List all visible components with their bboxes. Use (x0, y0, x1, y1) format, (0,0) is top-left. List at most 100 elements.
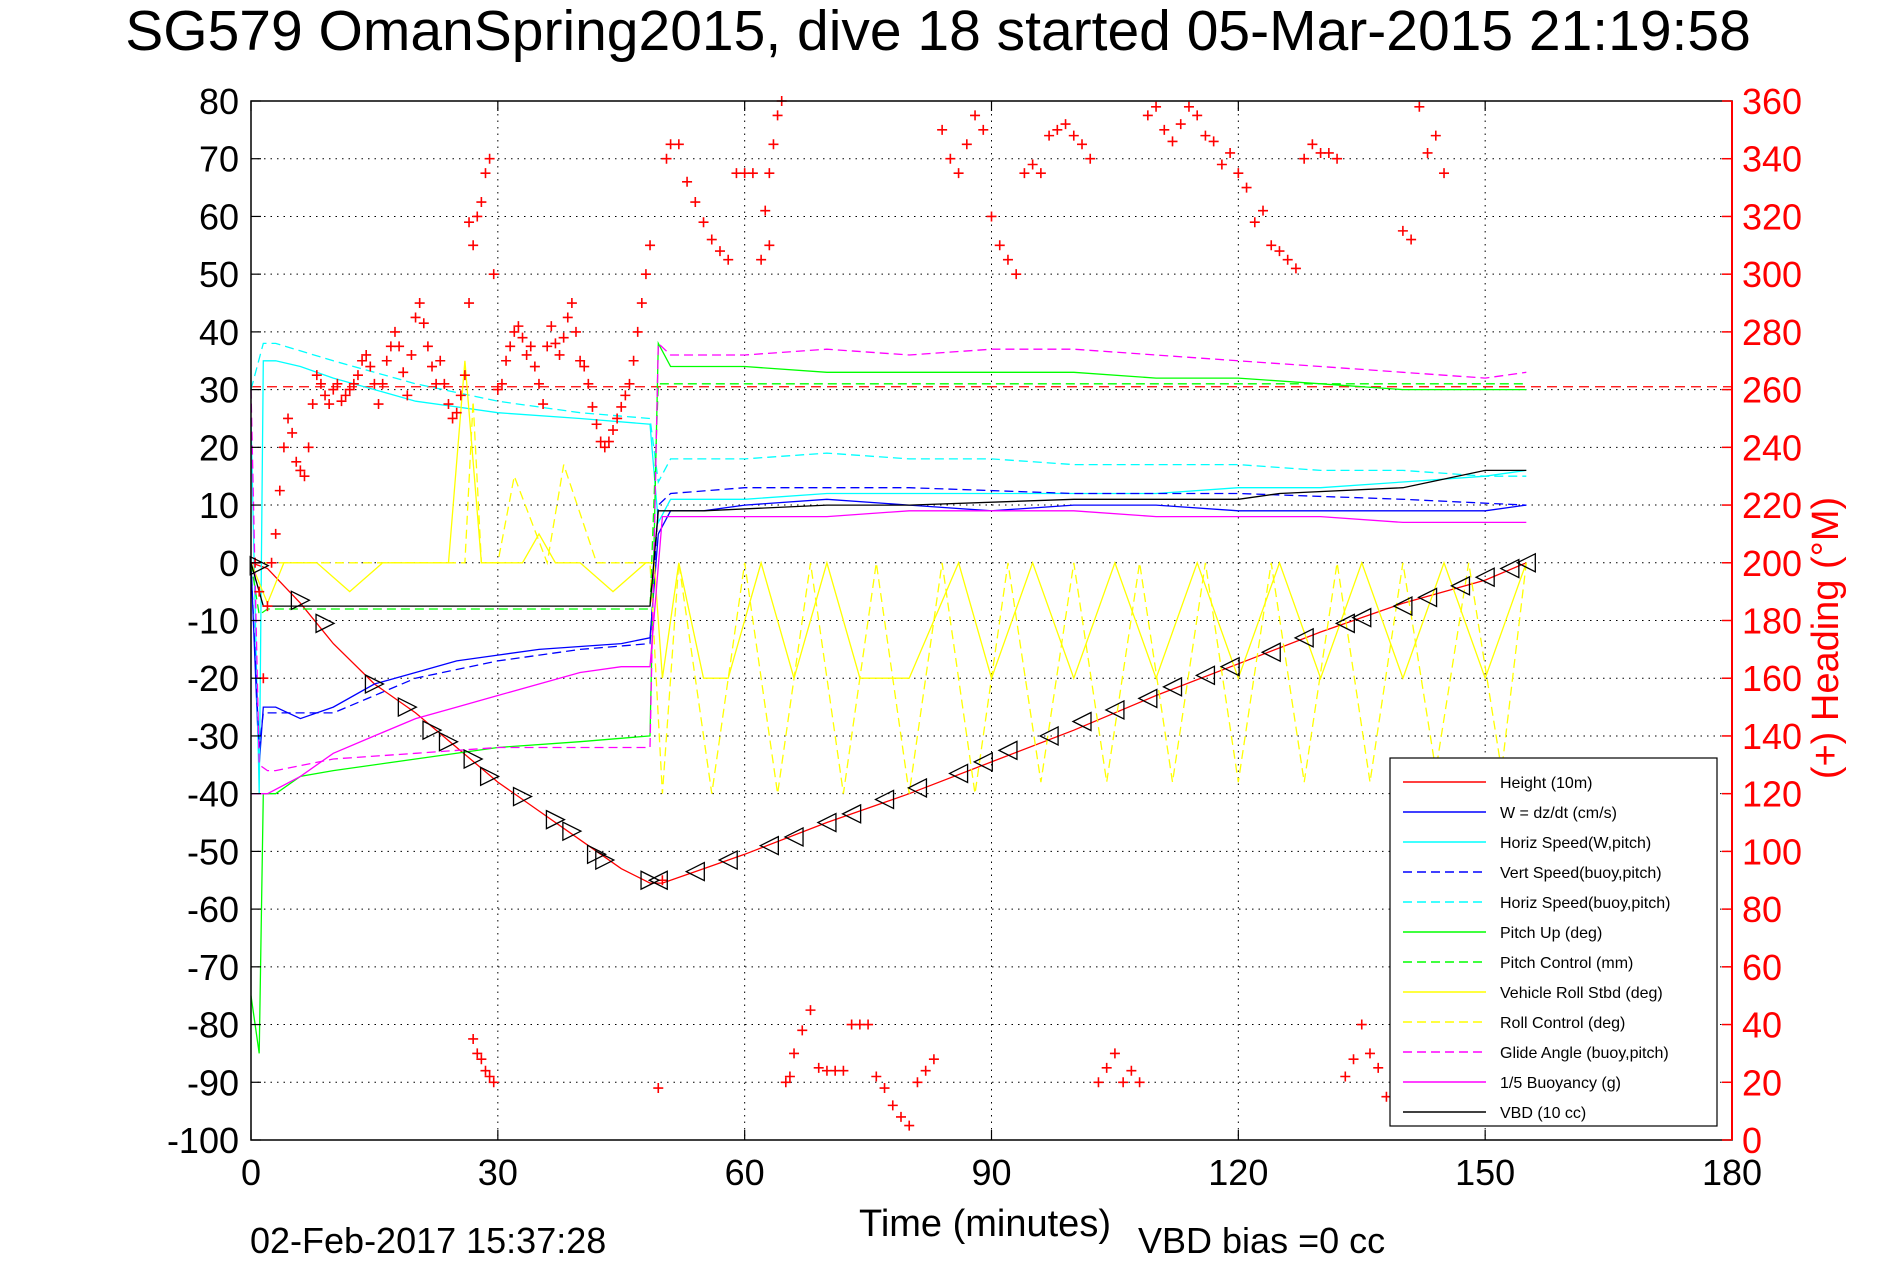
heading-point (1439, 168, 1450, 179)
heading-point (1225, 147, 1236, 158)
heading-point (661, 153, 672, 164)
y-tick-label: 60 (199, 196, 239, 237)
heading-point (492, 384, 503, 395)
heading-point (1044, 130, 1055, 141)
heading-point (1109, 1048, 1120, 1059)
heading-point (262, 601, 273, 612)
heading-point (579, 361, 590, 372)
heading-point (575, 355, 586, 366)
heading-point (455, 390, 466, 401)
dive-marker (1162, 676, 1183, 697)
heading-point (525, 341, 536, 352)
heading-point (1077, 139, 1088, 150)
series-pitch-up-deg (250, 340, 1527, 1054)
dive-marker (1071, 711, 1092, 732)
heading-point (994, 240, 1005, 251)
heading-point (1241, 182, 1252, 193)
right-y-tick-label: 120 (1742, 774, 1802, 815)
y-tick-label: -80 (187, 1005, 239, 1046)
legend-label: 1/5 Buoyancy (g) (1500, 1075, 1621, 1092)
heading-point (620, 390, 631, 401)
dive-marker (364, 673, 385, 695)
heading-point (772, 110, 783, 121)
y-tick-label: -20 (187, 658, 239, 699)
heading-point (1068, 130, 1079, 141)
heading-point (291, 456, 302, 467)
heading-point (472, 1048, 483, 1059)
heading-point (1175, 119, 1186, 130)
y-tick-label: 80 (199, 81, 239, 122)
y-tick-label: -90 (187, 1062, 239, 1103)
y-tick-label: -30 (187, 716, 239, 757)
heading-point (714, 246, 725, 257)
heading-point (1373, 1062, 1384, 1073)
heading-point (1142, 110, 1153, 121)
dive-marker (647, 870, 668, 891)
x-tick-label: 90 (971, 1152, 1011, 1193)
heading-point (496, 378, 507, 389)
heading-point (961, 139, 972, 150)
heading-point (320, 390, 331, 401)
heading-point (472, 211, 483, 222)
right-y-tick-label: 140 (1742, 716, 1802, 757)
heading-point (599, 442, 610, 453)
heading-point (863, 1019, 874, 1030)
heading-point (566, 298, 577, 309)
heading-point (1208, 136, 1219, 147)
heading-point (978, 124, 989, 135)
heading-point (274, 485, 285, 496)
y-tick-label: -100 (167, 1120, 239, 1161)
dive-marker (684, 861, 705, 882)
heading-point (747, 168, 758, 179)
heading-point (389, 326, 400, 337)
heading-point (484, 1071, 495, 1082)
heading-point (295, 465, 306, 476)
heading-point (1274, 246, 1285, 257)
heading-point (764, 240, 775, 251)
dive-marker (595, 849, 616, 871)
heading-point (784, 1071, 795, 1082)
legend-items: Height (10m) W = dz/dt (cm/s) Horiz Speed(… (1403, 775, 1670, 1122)
heading-point (254, 586, 265, 597)
y-tick-label: 50 (199, 254, 239, 295)
heading-point (760, 205, 771, 216)
heading-point (328, 384, 339, 395)
dive-marker (512, 786, 533, 807)
heading-point (468, 240, 479, 251)
heading-point (1134, 1077, 1145, 1088)
dive-marker (438, 731, 459, 752)
y-tick-label: 20 (199, 427, 239, 468)
heading-point (562, 312, 573, 323)
heading-point (348, 378, 359, 389)
dive-marker (1351, 607, 1372, 628)
right-y-tick-label: 200 (1742, 543, 1802, 584)
y-tick-label: 0 (219, 543, 239, 584)
heading-point (278, 442, 289, 453)
heading-point (608, 425, 619, 436)
right-y-tick-label: 220 (1742, 485, 1802, 526)
heading-point (311, 370, 322, 381)
heading-point (513, 321, 524, 332)
heading-point (340, 390, 351, 401)
heading-point (439, 378, 450, 389)
heading-point (451, 407, 462, 418)
heading-point (1192, 110, 1203, 121)
dive-marker (586, 844, 608, 865)
dive-marker (997, 740, 1018, 761)
right-y-tick-label: 160 (1742, 658, 1802, 699)
legend: Height (10m) W = dz/dt (cm/s) Horiz Speed(… (1389, 757, 1718, 1127)
heading-point (488, 269, 499, 280)
heading-point (402, 390, 413, 401)
dive-marker (1450, 575, 1471, 596)
x-tick-label: 60 (725, 1152, 765, 1193)
dive-marker (1474, 567, 1495, 588)
legend-label: W = dz/dt (cm/s) (1500, 805, 1617, 822)
y-tick-label: -70 (187, 947, 239, 988)
heading-point (315, 378, 326, 389)
heading-point (357, 355, 368, 366)
heading-point (324, 399, 335, 410)
y-tick-label: -50 (187, 831, 239, 872)
heading-point (1414, 101, 1425, 112)
heading-point (488, 1077, 499, 1088)
